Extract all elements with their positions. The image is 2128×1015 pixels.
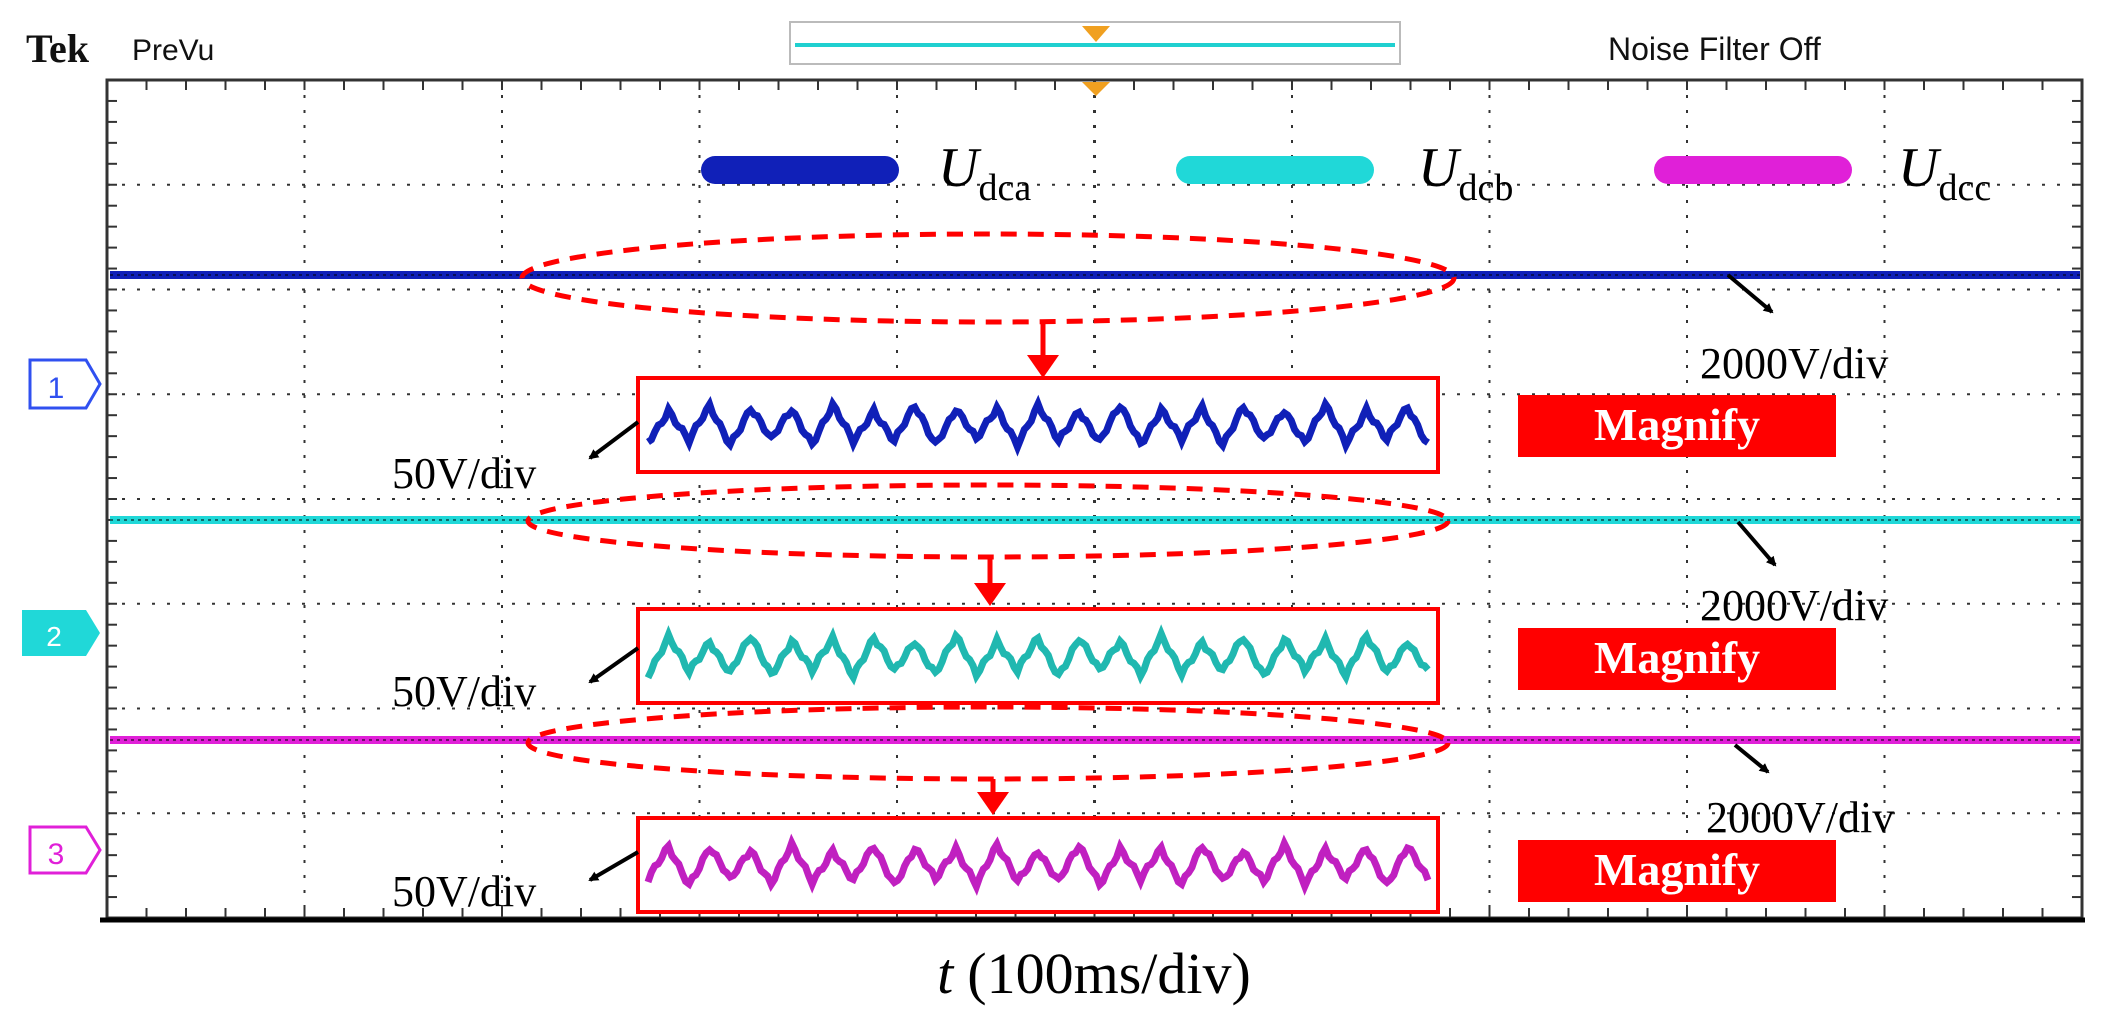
channel-3-marker: 3 xyxy=(28,825,102,875)
legend: Udca Udcb Udcc xyxy=(701,137,1991,209)
legend-item-u-dca: Udca xyxy=(701,137,1031,209)
channel-2-marker: 2 xyxy=(22,610,100,656)
highlight-ellipse-u-dca xyxy=(519,231,1457,325)
zoom-scale-label-u-dca: 50V/div xyxy=(392,449,536,498)
magnify-arrowhead-u-dcc xyxy=(977,792,1009,815)
scale-arrow-u-dca xyxy=(1726,273,1774,314)
magnify-badge-u-dcc xyxy=(1518,840,1836,902)
legend-label-u-dca: Udca xyxy=(938,137,1031,209)
highlight-ellipse-u-dcc xyxy=(525,704,1451,782)
channel-2-marker-icon xyxy=(22,610,100,656)
zoom-scale-arrow-u-dca xyxy=(588,420,640,460)
zoom-trace-u-dca xyxy=(646,394,1430,457)
graticule xyxy=(106,79,2083,919)
channel-markers: 1 2 3 xyxy=(22,358,102,875)
legend-label-u-dcb: Udcb xyxy=(1418,137,1513,209)
zoom-box-u-dcc xyxy=(636,816,1440,914)
zoom-scale-arrow-u-dcc xyxy=(588,850,640,882)
channel-2-group: 2000V/div 50V/div Magnify xyxy=(110,482,2080,716)
noise-filter-status: Noise Filter Off xyxy=(1608,31,1821,67)
magnify-arrowhead-u-dcb xyxy=(974,583,1006,606)
magnify-label-u-dca: Magnify xyxy=(1594,399,1760,450)
channel-1-marker-icon xyxy=(28,358,102,410)
legend-label-u-dcc: Udcc xyxy=(1898,137,1991,209)
magnify-badge-u-dca xyxy=(1518,395,1836,457)
zoom-trace-u-dcc xyxy=(644,833,1432,896)
magnify-label-u-dcb: Magnify xyxy=(1594,632,1760,683)
channel-1-marker-label: 1 xyxy=(48,372,65,405)
zoom-box-u-dcb xyxy=(636,607,1440,705)
scope-header: Tek PreVu Noise Filter Off xyxy=(26,21,1821,71)
zoom-scale-label-u-dcc: 50V/div xyxy=(392,867,536,916)
scale-label-u-dcb: 2000V/div xyxy=(1700,581,1888,630)
mode-label: PreVu xyxy=(132,34,214,67)
channel-1-group: 2000V/div 50V/div Magnify xyxy=(110,231,2080,498)
brand-logo: Tek xyxy=(26,26,90,71)
trigger-position-icon xyxy=(1082,82,1110,96)
magnify-arrowhead-u-dca xyxy=(1027,355,1059,378)
legend-item-u-dcc: Udcc xyxy=(1654,137,1991,209)
scale-arrow-u-dcc xyxy=(1733,743,1770,774)
legend-item-u-dcb: Udcb xyxy=(1176,137,1513,209)
x-axis-title: t (100ms/div) xyxy=(937,941,1251,1006)
zoom-scale-label-u-dcb: 50V/div xyxy=(392,667,536,716)
channel-1-marker: 1 xyxy=(28,358,102,410)
channel-2-marker-label: 2 xyxy=(46,621,62,652)
scale-label-u-dca: 2000V/div xyxy=(1700,339,1888,388)
zoom-trace-u-dcb xyxy=(644,624,1431,686)
channel-3-group: 2000V/div 50V/div Magnify xyxy=(110,704,2080,916)
magnify-badge-u-dcb xyxy=(1518,628,1836,690)
zoom-box-u-dca xyxy=(636,376,1440,474)
scale-arrow-u-dcb xyxy=(1736,520,1777,567)
channel-3-marker-icon xyxy=(28,825,102,875)
scale-label-u-dcc: 2000V/div xyxy=(1706,793,1894,842)
channel-3-marker-label: 3 xyxy=(48,838,65,871)
magnify-label-u-dcc: Magnify xyxy=(1594,844,1760,895)
zoom-scale-arrow-u-dcb xyxy=(588,646,640,684)
trigger-marker-icon xyxy=(1082,26,1110,42)
